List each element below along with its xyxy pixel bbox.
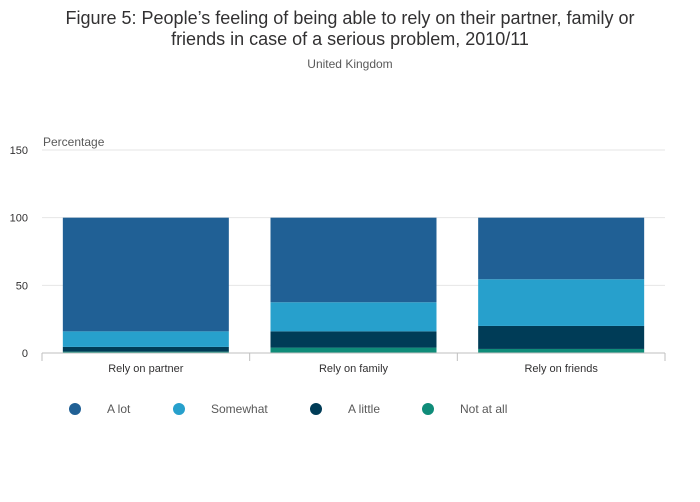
legend-item-a-lot[interactable]: A lot <box>69 402 130 416</box>
bar-not-at-all-0 <box>62 351 229 353</box>
bar-a-little-1 <box>270 331 437 348</box>
x-tick-label: Rely on partner <box>108 363 184 375</box>
bar-a-lot-2 <box>478 217 645 280</box>
chart-title-line-2: friends in case of a serious problem, 20… <box>171 29 529 49</box>
bar-somewhat-2 <box>478 279 645 326</box>
x-tick-label: Rely on family <box>319 363 389 375</box>
bar-a-lot-0 <box>62 217 229 332</box>
x-tick-label: Rely on friends <box>524 363 598 375</box>
legend-swatch <box>422 403 434 415</box>
bar-somewhat-0 <box>62 331 229 347</box>
legend-swatch <box>310 403 322 415</box>
bar-a-lot-1 <box>270 217 437 303</box>
chart-legend: A lot Somewhat A little Not at all <box>0 402 700 432</box>
legend-label: Somewhat <box>211 402 268 416</box>
y-axis-label: Percentage <box>43 135 105 149</box>
chart-title: Figure 5: People’s feeling of being able… <box>0 8 700 50</box>
bar-not-at-all-1 <box>270 347 437 353</box>
bar-a-little-0 <box>62 346 229 352</box>
bar-somewhat-1 <box>270 302 437 332</box>
legend-item-not-at-all[interactable]: Not at all <box>422 402 507 416</box>
y-tick-label: 150 <box>10 145 28 157</box>
legend-swatch <box>173 403 185 415</box>
legend-label: A lot <box>107 402 131 416</box>
legend-item-a-little[interactable]: A little <box>310 402 380 416</box>
legend-swatch <box>69 403 81 415</box>
chart-title-line-1: Figure 5: People’s feeling of being able… <box>65 8 635 28</box>
y-tick-label: 100 <box>10 213 28 225</box>
bar-not-at-all-2 <box>478 348 645 353</box>
bar-a-little-2 <box>478 325 645 349</box>
chart-subtitle: United Kingdom <box>307 57 393 71</box>
y-tick-label: 0 <box>22 348 28 360</box>
stacked-bar-chart: 0 50 100 150 Percentage Rely on partner Rely o… <box>10 135 666 375</box>
y-tick-label: 50 <box>16 280 28 292</box>
legend-item-somewhat[interactable]: Somewhat <box>173 402 268 416</box>
legend-label: A little <box>348 402 381 416</box>
legend-label: Not at all <box>460 402 508 416</box>
